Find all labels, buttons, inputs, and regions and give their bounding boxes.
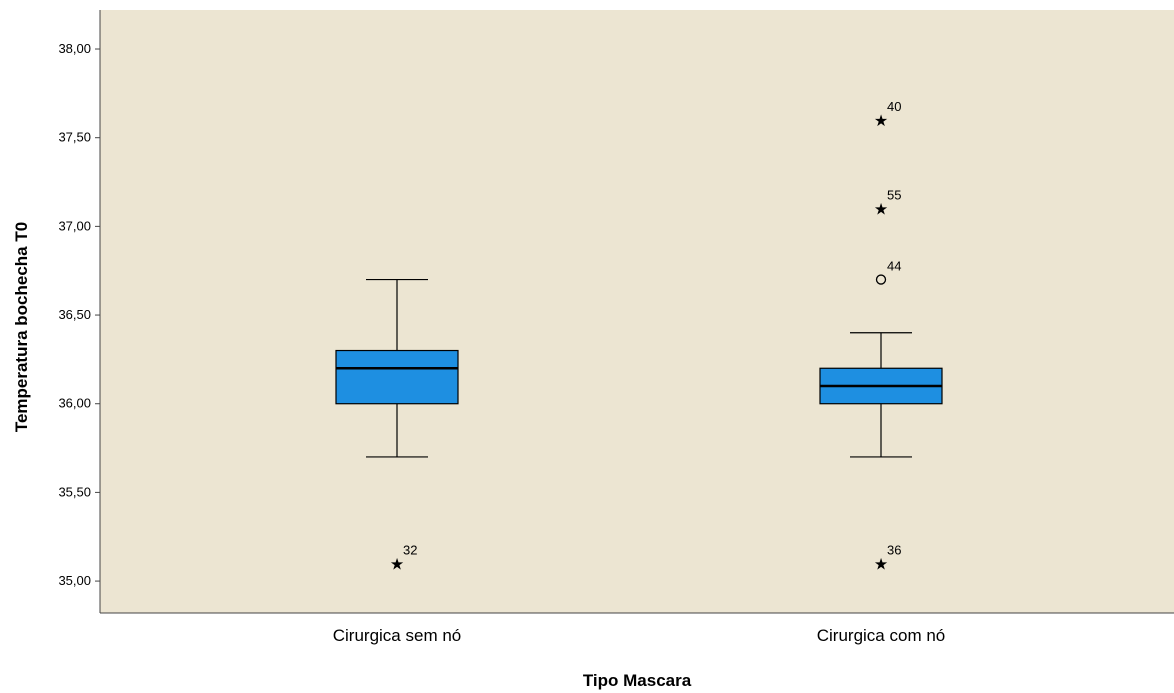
y-tick-label: 37,50	[58, 130, 91, 145]
y-axis-title: Temperatura bochecha T0	[12, 222, 31, 432]
outlier-circle	[875, 274, 887, 285]
outlier-label: 44	[887, 259, 901, 274]
box-1: ★32	[335, 278, 459, 573]
outlier-label: 40	[887, 99, 901, 114]
y-tick-label: 37,00	[58, 218, 91, 233]
x-axis-title: Tipo Mascara	[583, 671, 692, 690]
y-tick-label: 35,50	[58, 484, 91, 499]
y-tick-label: 36,50	[58, 307, 91, 322]
iqr-box	[335, 349, 459, 405]
outlier-label: 55	[887, 188, 901, 203]
outlier-star: ★	[390, 556, 404, 573]
x-category-label: Cirurgica com nó	[817, 626, 946, 645]
y-tick-label: 36,00	[58, 396, 91, 411]
outlier-label: 32	[403, 542, 417, 557]
y-axis-ticks: 35,00 35,50 36,00 36,50 37,00 37,50 38,00	[58, 41, 100, 588]
outlier-star: ★	[874, 202, 888, 219]
outlier-star: ★	[874, 113, 888, 130]
x-axis-labels: Cirurgica sem nó Cirurgica com nó	[333, 626, 946, 645]
outlier-star: ★	[874, 556, 888, 573]
outlier-label: 36	[887, 542, 901, 557]
y-tick-label: 35,00	[58, 573, 91, 588]
y-tick-label: 38,00	[58, 41, 91, 56]
x-category-label: Cirurgica sem nó	[333, 626, 462, 645]
plot-area	[100, 10, 1174, 613]
